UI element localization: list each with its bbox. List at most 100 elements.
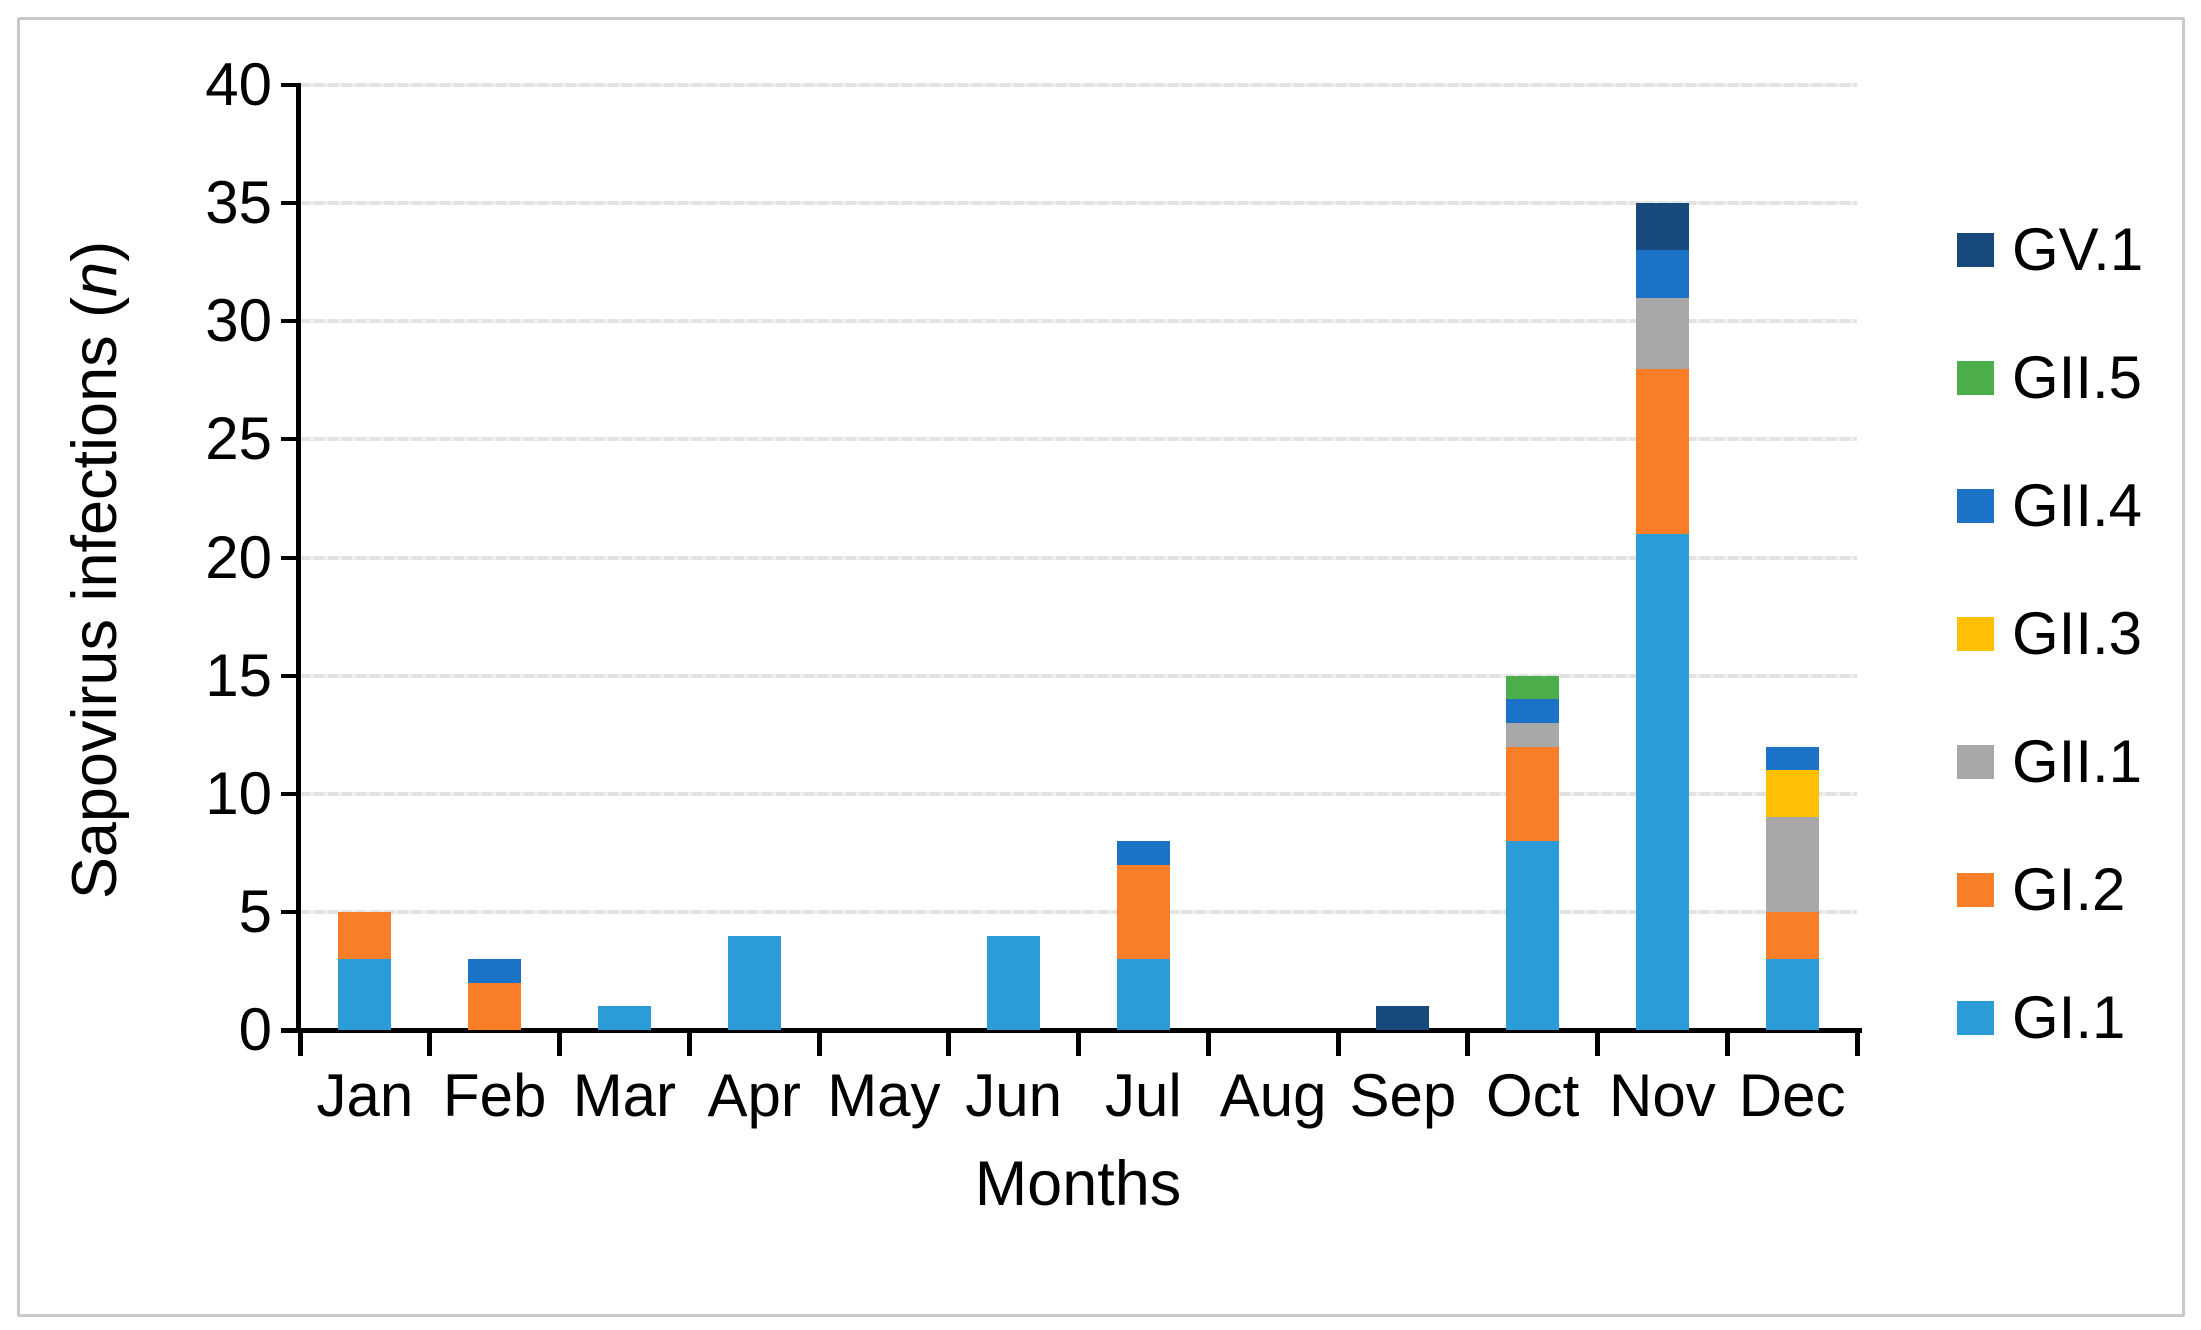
y-axis-title-suffix: ) (60, 240, 130, 262)
bar-segment-gii1-oct (1506, 722, 1560, 747)
bar-segment-gi1-nov (1635, 533, 1689, 1030)
bar-stack-jul (1116, 841, 1170, 1030)
x-axis-tick-9 (1465, 1028, 1471, 1056)
y-gridline-20 (300, 555, 1857, 560)
x-axis-tick-7 (1205, 1028, 1211, 1056)
x-tick-label-sep: Sep (1349, 1062, 1457, 1129)
bar-segment-gi2-dec (1765, 911, 1819, 960)
legend-label-gii3: GII.3 (2012, 600, 2143, 667)
bar-stack-mar (597, 1006, 651, 1030)
y-axis-tick-25 (281, 437, 301, 442)
x-axis-tick-12 (1854, 1028, 1860, 1056)
bar-segment-gii3-dec (1765, 770, 1819, 818)
bar-segment-gii1-dec (1765, 817, 1819, 912)
x-axis-tick-1 (427, 1028, 433, 1056)
legend-item-gii3: GII.3 (1957, 600, 2143, 667)
x-tick-label-dec: Dec (1738, 1062, 1846, 1129)
y-tick-label-20: 20 (205, 523, 272, 591)
bar-segment-gv1-nov (1635, 203, 1689, 251)
bar-stack-jun (987, 935, 1041, 1030)
x-axis-tick-11 (1724, 1028, 1730, 1056)
legend-label-gii5: GII.5 (2012, 344, 2143, 411)
x-axis-title: Months (974, 1149, 1182, 1219)
y-axis-tick-5 (281, 909, 301, 914)
bar-segment-gii4-dec (1765, 746, 1819, 771)
x-tick-label-apr: Apr (707, 1062, 801, 1129)
legend-item-gi2: GI.2 (1957, 856, 2143, 923)
legend-swatch-gi2 (1957, 873, 1994, 907)
x-tick-label-oct: Oct (1485, 1062, 1580, 1129)
legend: GV.1 GII.5 GII.4 GII.3 GII.1 GI.2 GI.1 (1957, 220, 2143, 1124)
legend-swatch-gii3 (1957, 617, 1994, 651)
legend-item-gv1: GV.1 (1957, 220, 2143, 280)
y-tick-label-30: 30 (205, 287, 272, 355)
bar-segment-gi1-dec (1765, 959, 1819, 1030)
y-tick-label-40: 40 (205, 51, 272, 118)
y-tick-label-5: 5 (238, 877, 272, 945)
legend-item-gii1: GII.1 (1957, 728, 2143, 795)
x-axis-tick-8 (1335, 1028, 1341, 1056)
x-axis-tick-6 (1076, 1028, 1081, 1056)
x-axis-line (281, 1028, 1862, 1033)
y-axis-tick-10 (281, 791, 301, 796)
y-gridline-30 (300, 319, 1857, 324)
y-gridline-10 (300, 791, 1857, 796)
y-axis-tick-40 (281, 83, 301, 87)
x-axis-tick-0 (297, 1028, 303, 1056)
bar-stack-apr (727, 935, 781, 1030)
x-tick-label-jan: Jan (316, 1062, 414, 1129)
y-tick-label-25: 25 (205, 405, 272, 473)
bar-segment-gi2-nov (1635, 368, 1689, 534)
legend-label-gi2: GI.2 (2012, 856, 2126, 923)
x-tick-label-feb: Feb (442, 1062, 547, 1129)
bar-segment-gi1-apr (727, 935, 781, 1030)
x-tick-label-may: May (827, 1062, 941, 1129)
legend-label-gi1: GI.1 (2012, 984, 2126, 1051)
bar-segment-gii4-oct (1506, 699, 1560, 723)
legend-swatch-gii5 (1957, 361, 1994, 395)
y-axis-tick-15 (281, 673, 301, 678)
bar-stack-feb (468, 959, 522, 1030)
legend-swatch-gii1 (1957, 745, 1994, 779)
y-tick-label-35: 35 (205, 169, 272, 237)
bar-segment-gv1-sep (1376, 1006, 1430, 1030)
bar-stack-nov (1635, 203, 1689, 1030)
bar-segment-gi2-jan (338, 911, 392, 960)
bar-segment-gi2-jul (1116, 864, 1170, 960)
y-gridline-5 (300, 909, 1857, 914)
bar-segment-gi1-mar (597, 1006, 651, 1030)
y-tick-label-10: 10 (205, 759, 272, 827)
bar-segment-gi1-oct (1506, 841, 1560, 1030)
y-tick-label-15: 15 (205, 641, 272, 709)
x-tick-label-jul: Jul (1105, 1062, 1182, 1129)
x-axis-tick-2 (557, 1028, 562, 1056)
x-axis-tick-5 (946, 1028, 952, 1056)
x-tick-label-nov: Nov (1609, 1062, 1716, 1129)
y-gridline-15 (300, 673, 1857, 678)
bar-segment-gi1-jan (338, 959, 392, 1030)
legend-label-gii4: GII.4 (2012, 472, 2143, 539)
bar-stack-dec (1765, 746, 1819, 1030)
legend-item-gii4: GII.4 (1957, 472, 2143, 539)
y-tick-label-0: 0 (238, 996, 272, 1063)
y-gridline-35 (300, 201, 1857, 206)
x-tick-label-mar: Mar (572, 1062, 677, 1129)
bar-segment-gii5-oct (1506, 675, 1560, 700)
y-axis-tick-20 (281, 555, 301, 560)
bar-segment-gi1-jun (987, 935, 1041, 1030)
bar-stack-oct (1506, 675, 1560, 1030)
y-axis-tick-30 (281, 319, 301, 324)
legend-swatch-gi1 (1957, 1001, 1994, 1035)
legend-label-gii1: GII.1 (2012, 728, 2143, 795)
y-gridline-25 (300, 437, 1857, 442)
legend-swatch-gv1 (1957, 233, 1994, 267)
bar-stack-sep (1376, 1006, 1430, 1030)
bar-segment-gii1-nov (1635, 297, 1689, 369)
x-axis-tick-4 (816, 1028, 822, 1056)
y-axis-tick-35 (281, 201, 301, 206)
bar-segment-gi1-jul (1116, 959, 1170, 1030)
bar-segment-gi2-feb (468, 982, 522, 1030)
x-axis-tick-3 (686, 1028, 692, 1056)
bar-segment-gii4-jul (1116, 841, 1170, 865)
